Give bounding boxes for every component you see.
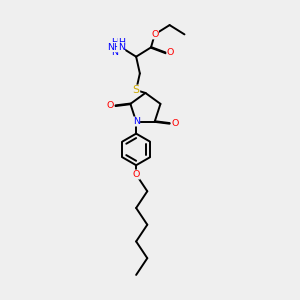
Text: H: H	[118, 38, 125, 47]
Text: O: O	[167, 49, 174, 58]
Text: N: N	[133, 117, 140, 126]
Text: N: N	[118, 43, 125, 52]
Text: O: O	[133, 170, 140, 179]
Text: S: S	[133, 85, 140, 95]
Text: O: O	[106, 101, 114, 110]
Text: O: O	[172, 119, 179, 128]
Text: NH: NH	[107, 43, 121, 52]
Text: O: O	[151, 30, 158, 39]
Text: H
N: H N	[112, 38, 118, 57]
